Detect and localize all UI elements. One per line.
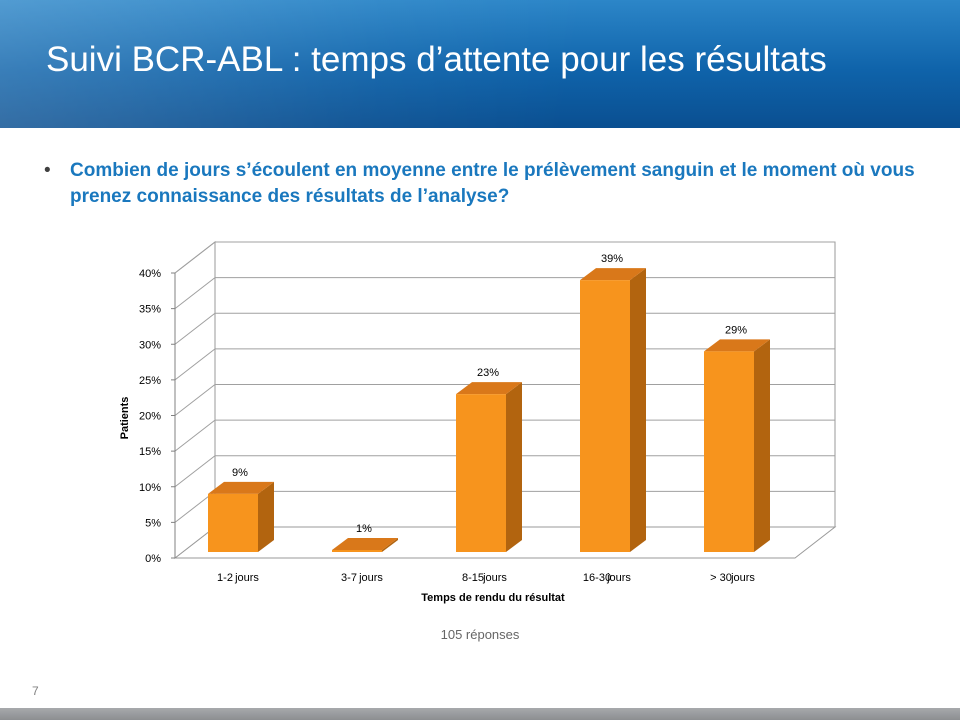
bar-data-label: 23%	[477, 367, 499, 379]
y-tick-label: 30%	[139, 339, 161, 351]
x-tick-label-unit: jours	[606, 572, 631, 584]
y-tick-label: 25%	[139, 375, 161, 387]
x-tick-label-unit: jours	[358, 572, 383, 584]
bar-side	[382, 538, 398, 552]
x-tick-label: 3-7	[341, 572, 357, 584]
bar-data-label: 39%	[601, 253, 623, 265]
bar	[704, 351, 754, 552]
slide-title: Suivi BCR-ABL : temps d’attente pour les…	[46, 40, 827, 79]
question-bullet-item: • Combien de jours s’écoulent en moyenne…	[44, 158, 924, 210]
gridline	[174, 241, 835, 274]
bar-top	[456, 382, 522, 395]
responses-count: 105 réponses	[440, 627, 520, 642]
bar-top	[208, 481, 274, 494]
bar-top	[580, 268, 646, 281]
question-text: Combien de jours s’écoulent en moyenne e…	[70, 160, 915, 207]
x-tick-label-unit: jours	[730, 572, 755, 584]
x-tick-label-unit: jours	[234, 572, 259, 584]
bar-data-label: 1%	[356, 523, 372, 535]
bar-side	[630, 268, 646, 552]
y-tick-label: 15%	[139, 446, 161, 458]
bar-side	[506, 382, 522, 552]
y-axis-title: Patients	[119, 397, 131, 440]
title-banner-sheen	[0, 0, 960, 128]
bar-top	[704, 339, 770, 352]
page-number: 7	[32, 684, 39, 698]
x-tick-label: 1-2	[217, 572, 233, 584]
y-tick-label: 20%	[139, 411, 161, 423]
y-tick-label: 0%	[145, 553, 161, 565]
x-tick-label-unit: jours	[482, 572, 507, 584]
bar-top	[332, 538, 398, 550]
bar-side	[754, 339, 770, 552]
x-tick-label: 8-15	[462, 572, 484, 584]
x-tick-label: > 30	[710, 572, 732, 584]
y-tick-label: 40%	[139, 268, 161, 280]
y-tick-label: 35%	[139, 304, 161, 316]
footer-bar	[0, 708, 960, 720]
y-tick-label: 10%	[139, 482, 161, 494]
bar	[208, 493, 258, 552]
bar	[456, 394, 506, 552]
x-tick-label: 16-30	[583, 572, 611, 584]
bar-side	[258, 481, 274, 552]
bullet-point: •	[44, 160, 51, 181]
bar-data-label: 29%	[725, 324, 747, 336]
bar	[332, 550, 382, 552]
y-tick-label: 5%	[145, 517, 161, 529]
bar	[580, 280, 630, 552]
bar-data-label: 9%	[232, 467, 248, 479]
x-axis-title: Temps de rendu du résultat	[421, 592, 565, 604]
title-banner: Suivi BCR-ABL : temps d’attente pour les…	[0, 0, 960, 128]
